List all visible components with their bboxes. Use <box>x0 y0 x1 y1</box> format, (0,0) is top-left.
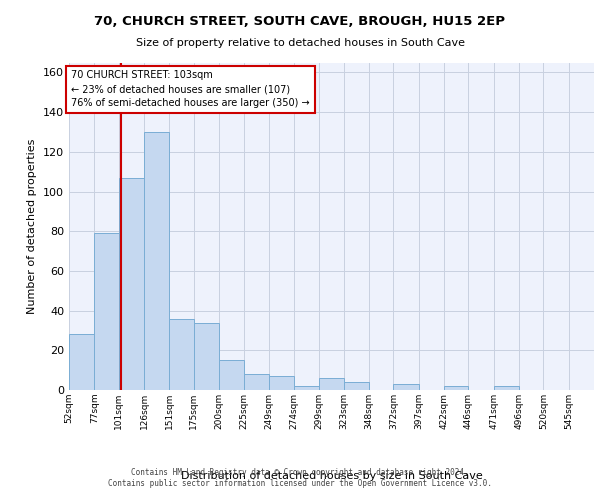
Bar <box>219 360 244 390</box>
Bar <box>269 376 294 390</box>
Text: 70, CHURCH STREET, SOUTH CAVE, BROUGH, HU15 2EP: 70, CHURCH STREET, SOUTH CAVE, BROUGH, H… <box>95 15 505 28</box>
Text: 70 CHURCH STREET: 103sqm
← 23% of detached houses are smaller (107)
76% of semi-: 70 CHURCH STREET: 103sqm ← 23% of detach… <box>71 70 310 108</box>
Bar <box>494 386 519 390</box>
Bar <box>444 386 469 390</box>
Text: Contains HM Land Registry data © Crown copyright and database right 2024.
Contai: Contains HM Land Registry data © Crown c… <box>108 468 492 487</box>
Bar <box>69 334 94 390</box>
Bar <box>294 386 319 390</box>
Bar <box>344 382 369 390</box>
X-axis label: Distribution of detached houses by size in South Cave: Distribution of detached houses by size … <box>181 471 482 481</box>
Bar <box>319 378 344 390</box>
Bar <box>394 384 419 390</box>
Y-axis label: Number of detached properties: Number of detached properties <box>28 138 37 314</box>
Bar <box>194 322 219 390</box>
Text: Size of property relative to detached houses in South Cave: Size of property relative to detached ho… <box>136 38 464 48</box>
Bar <box>94 233 119 390</box>
Bar <box>144 132 169 390</box>
Bar <box>169 318 194 390</box>
Bar <box>119 178 144 390</box>
Bar <box>244 374 269 390</box>
